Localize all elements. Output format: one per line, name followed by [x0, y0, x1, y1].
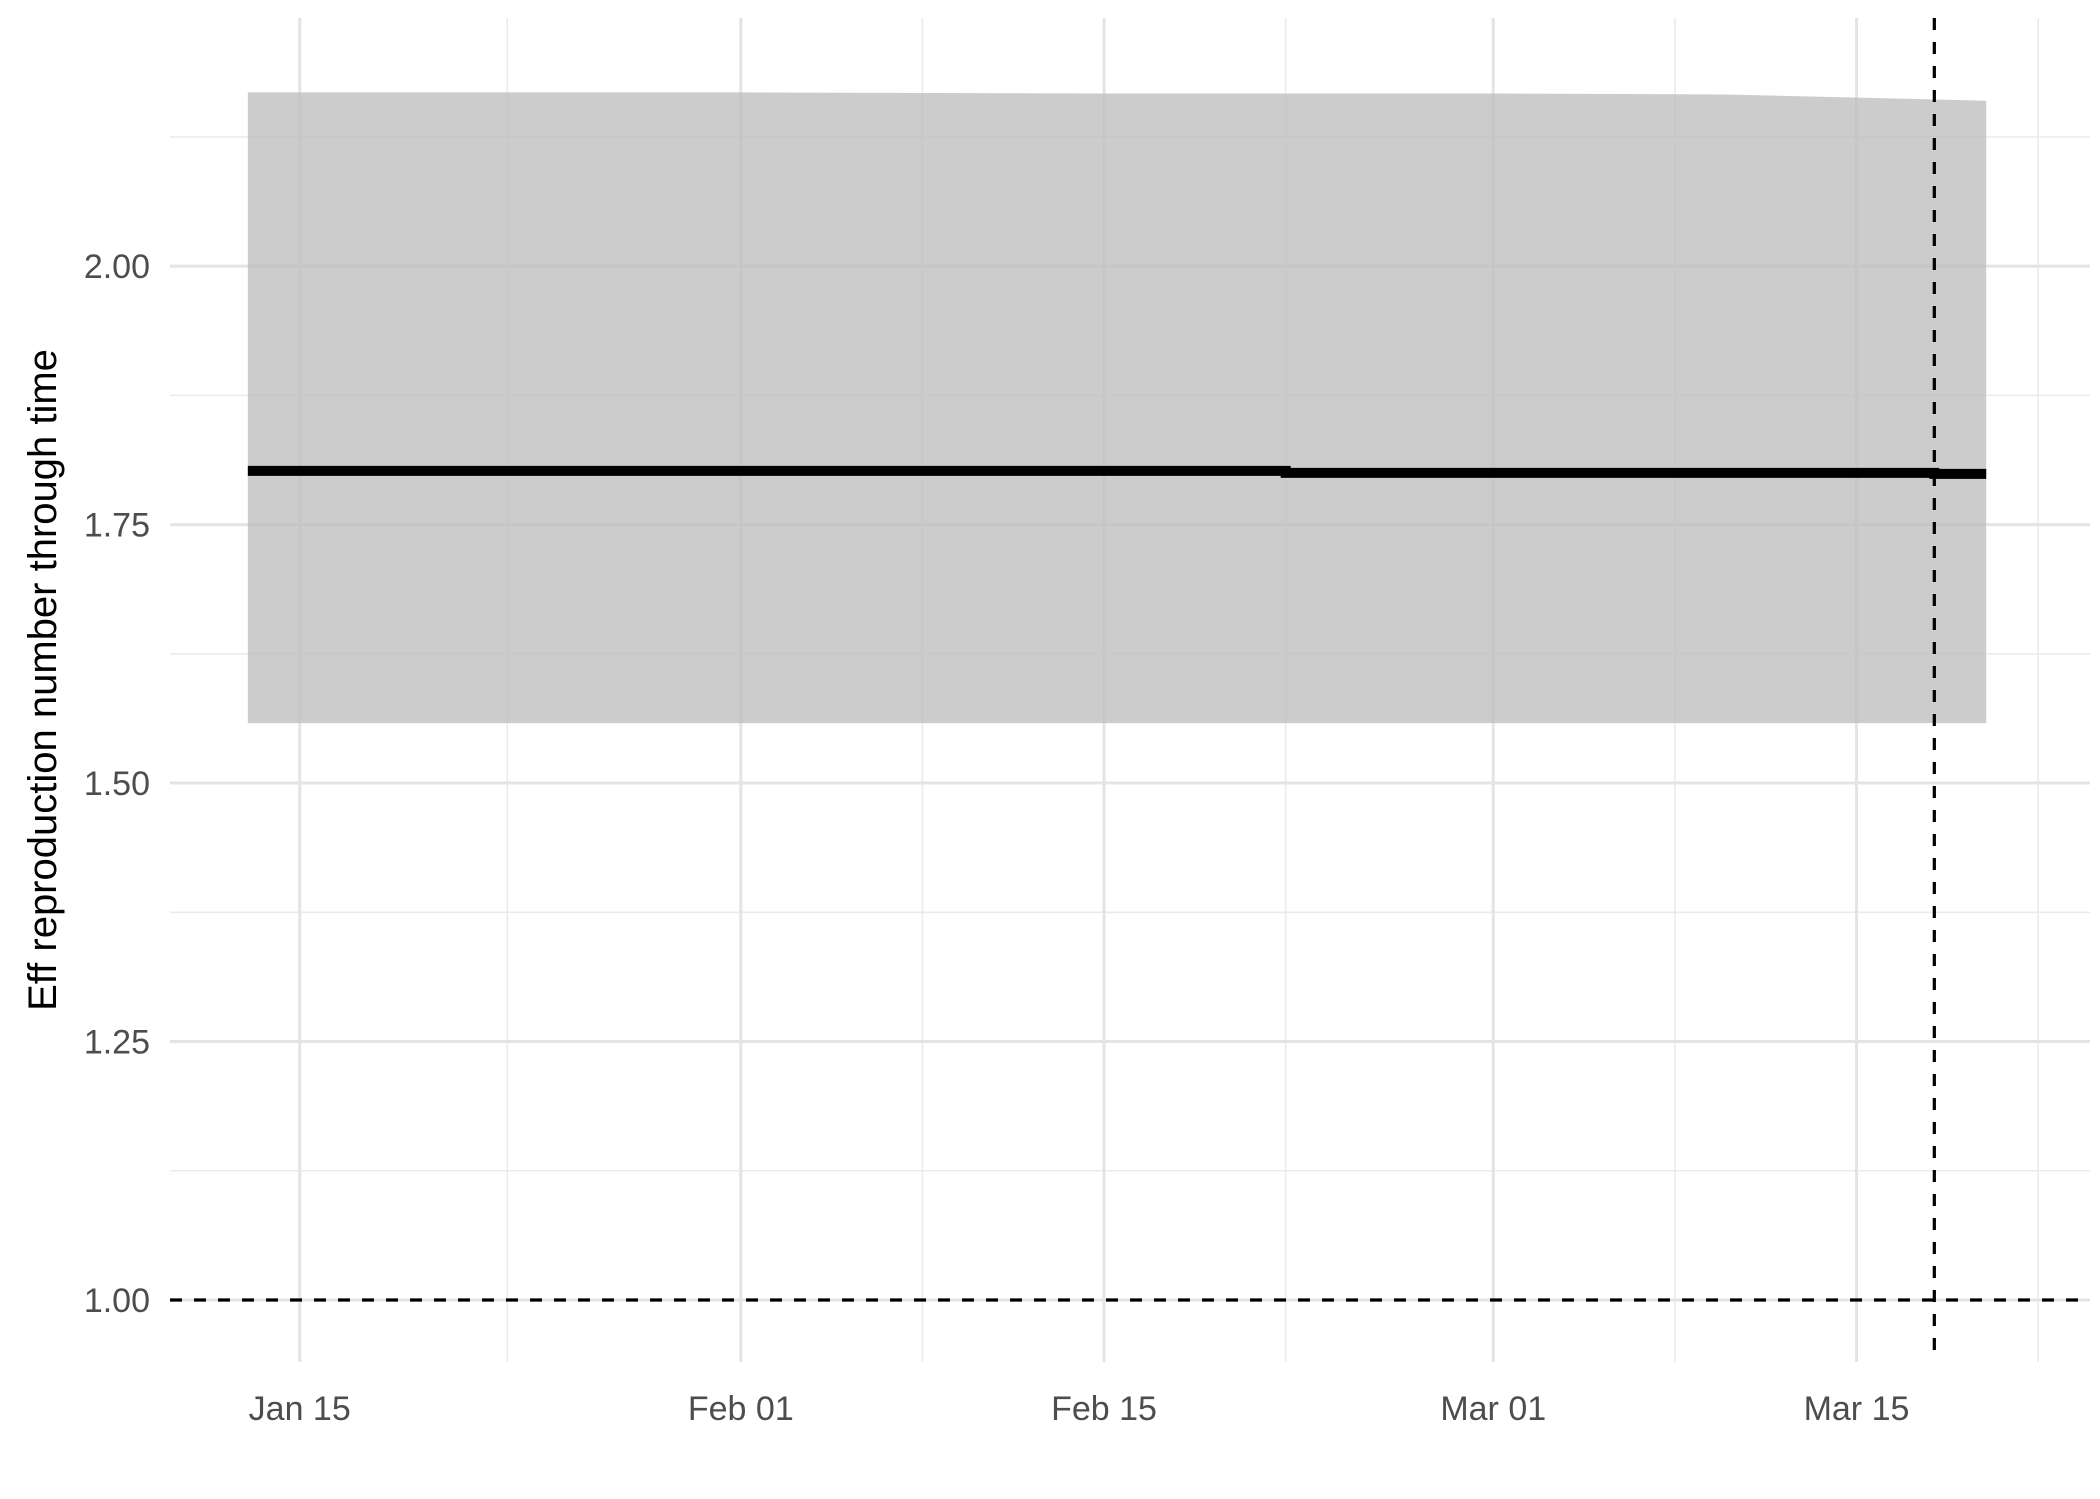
- x-tick-label: Feb 01: [688, 1390, 794, 1428]
- series-line: [247, 465, 1987, 479]
- reference-lines-layer: [170, 18, 2090, 1362]
- y-axis-title: Eff reproduction number through time: [21, 349, 65, 1011]
- y-tick-label: 1.50: [84, 765, 150, 803]
- series-line-layer: [247, 465, 1987, 479]
- x-tick-labels: Jan 15 Feb 01 Feb 15 Mar 01 Mar 15: [249, 1390, 1910, 1428]
- y-tick-labels: 1.00 1.25 1.50 1.75 2.00: [84, 248, 150, 1320]
- x-tick-label: Feb 15: [1051, 1390, 1157, 1428]
- x-tick-label: Mar 15: [1804, 1390, 1910, 1428]
- confidence-ribbon: [247, 92, 1987, 724]
- y-tick-label: 2.00: [84, 248, 150, 286]
- y-tick-label: 1.75: [84, 507, 150, 545]
- x-tick-label: Jan 15: [249, 1390, 351, 1428]
- y-tick-label: 1.00: [84, 1282, 150, 1320]
- y-tick-label: 1.25: [84, 1024, 150, 1062]
- x-tick-label: Mar 01: [1440, 1390, 1546, 1428]
- confidence-ribbon-layer: [247, 92, 1987, 724]
